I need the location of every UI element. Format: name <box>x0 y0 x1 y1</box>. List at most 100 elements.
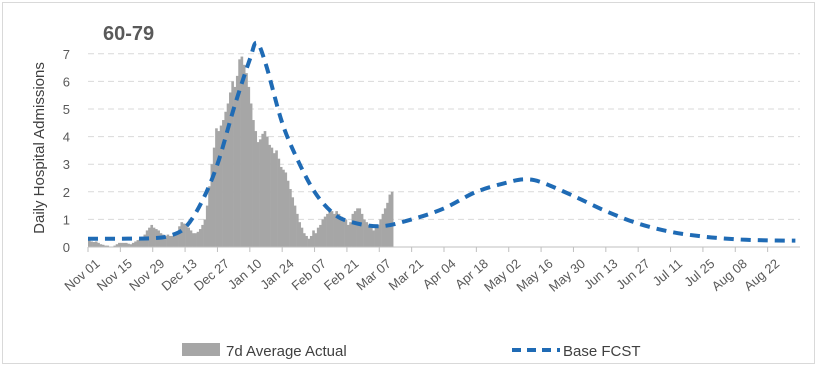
actual-bar <box>164 235 167 247</box>
actual-bar <box>198 229 202 247</box>
actual-bar <box>208 186 211 247</box>
actual-bar <box>314 233 318 247</box>
chart-frame <box>2 2 815 364</box>
actual-bar <box>323 216 327 247</box>
actual-bar <box>222 120 225 247</box>
actual-bar <box>383 208 387 247</box>
x-tick-label: Dec 27 <box>191 256 232 294</box>
y-tick-label: 3 <box>63 157 70 172</box>
actual-bar <box>390 191 394 247</box>
legend-label-forecast: Base FCST <box>563 343 641 360</box>
actual-bar <box>263 131 267 247</box>
actual-bar <box>302 233 306 247</box>
forecast-line <box>87 40 796 243</box>
x-tick-label: Jan 10 <box>225 256 265 293</box>
actual-bar <box>159 233 163 247</box>
legend-label-actual: 7d Average Actual <box>226 343 347 360</box>
actual-bar <box>113 245 117 247</box>
actual-bar <box>335 211 338 247</box>
actual-bar <box>249 103 253 247</box>
actual-bar <box>319 224 322 247</box>
actual-bar <box>127 243 130 247</box>
actual-bar <box>256 142 260 247</box>
actual-bar <box>277 158 281 247</box>
actual-bar <box>235 75 239 247</box>
actual-bar <box>356 208 359 247</box>
actual-bar <box>178 226 181 247</box>
x-tick-label: Jan 24 <box>257 256 297 293</box>
legend: 7d Average Actual Base FCST <box>182 343 641 360</box>
actual-bar <box>300 227 304 247</box>
actual-bar <box>381 213 385 247</box>
actual-bar <box>353 211 357 247</box>
actual-bar <box>203 219 207 247</box>
actual-bar <box>224 111 228 247</box>
actual-bar <box>129 244 133 247</box>
actual-bar <box>175 231 179 247</box>
actual-bar <box>182 223 186 247</box>
actual-bar <box>360 213 364 247</box>
actual-bar <box>192 233 195 247</box>
actual-bar <box>370 227 373 247</box>
actual-bar <box>120 242 123 247</box>
actual-bar <box>161 234 165 247</box>
actual-bar <box>148 227 151 247</box>
actual-bar <box>106 245 110 247</box>
x-tick-label: Jun 27 <box>613 256 653 293</box>
actual-bar <box>185 224 188 247</box>
actual-bar <box>201 224 204 247</box>
actual-bar <box>124 242 128 247</box>
x-tick-label: Apr 04 <box>420 256 459 292</box>
actual-bar <box>101 244 105 247</box>
actual-bar <box>187 227 191 247</box>
actual-bar <box>291 197 295 247</box>
forecast-line-group <box>87 40 796 243</box>
x-tick-label: Aug 22 <box>741 256 782 294</box>
actual-bar <box>342 219 345 247</box>
actual-bar <box>152 227 156 247</box>
actual-bar <box>118 242 121 247</box>
actual-bar <box>367 224 371 247</box>
actual-bar <box>97 242 100 247</box>
x-tick-label: Nov 29 <box>126 256 167 294</box>
actual-bar <box>242 64 246 247</box>
actual-bar <box>233 86 237 247</box>
x-tick-label: Dec 13 <box>158 256 199 294</box>
x-tick-label: Jul 11 <box>650 256 685 289</box>
actual-bar <box>363 219 366 247</box>
actual-bar <box>229 92 232 247</box>
actual-bar <box>309 235 313 247</box>
x-tick-label: Aug 08 <box>709 256 750 294</box>
actual-bar <box>215 128 218 247</box>
actual-bar <box>376 224 380 247</box>
actual-bar <box>268 144 271 247</box>
actual-bar <box>365 222 369 247</box>
legend-swatch-actual <box>182 343 220 356</box>
y-tick-label: 1 <box>63 212 70 227</box>
actual-bar <box>270 147 274 247</box>
actual-bar <box>196 231 200 247</box>
actual-bar <box>374 227 378 247</box>
actual-bar <box>298 222 301 247</box>
actual-bar <box>344 219 348 247</box>
actual-bar <box>217 131 221 247</box>
actual-bar <box>238 59 241 247</box>
actual-bar <box>296 213 299 247</box>
actual-bar <box>252 120 255 247</box>
actual-bar <box>279 166 283 247</box>
actual-bar <box>286 180 290 247</box>
y-tick-label: 2 <box>63 185 70 200</box>
actual-bar <box>88 240 91 247</box>
actual-bar <box>379 219 382 247</box>
actual-bar <box>150 224 154 247</box>
actual-bar <box>321 219 325 247</box>
x-tick-label: Feb 07 <box>289 256 330 294</box>
actual-bar <box>171 235 174 247</box>
actual-bar <box>326 213 329 247</box>
actual-bar <box>358 208 362 247</box>
actual-bar <box>316 227 320 247</box>
actual-bar <box>141 237 144 247</box>
actual-bar <box>337 213 341 247</box>
actual-bar <box>272 153 276 247</box>
actual-bar <box>305 235 308 247</box>
